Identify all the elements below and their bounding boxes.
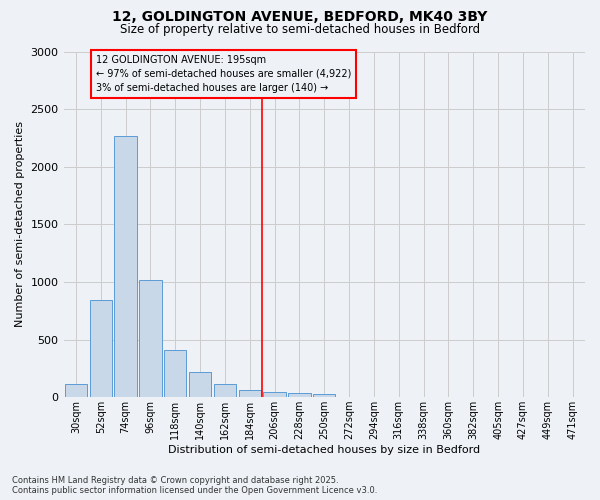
Bar [139, 280, 161, 397]
Text: Size of property relative to semi-detached houses in Bedford: Size of property relative to semi-detach… [120, 22, 480, 36]
Y-axis label: Number of semi-detached properties: Number of semi-detached properties [15, 122, 25, 328]
X-axis label: Distribution of semi-detached houses by size in Bedford: Distribution of semi-detached houses by … [168, 445, 481, 455]
Bar [189, 372, 211, 397]
Bar [239, 390, 261, 397]
Text: Contains HM Land Registry data © Crown copyright and database right 2025.
Contai: Contains HM Land Registry data © Crown c… [12, 476, 377, 495]
Bar [89, 300, 112, 397]
Bar [263, 392, 286, 397]
Bar [65, 384, 87, 397]
Bar [214, 384, 236, 397]
Bar [338, 396, 360, 397]
Bar [288, 393, 311, 397]
Bar [313, 394, 335, 397]
Text: 12 GOLDINGTON AVENUE: 195sqm
← 97% of semi-detached houses are smaller (4,922)
3: 12 GOLDINGTON AVENUE: 195sqm ← 97% of se… [96, 55, 351, 93]
Bar [115, 136, 137, 397]
Text: 12, GOLDINGTON AVENUE, BEDFORD, MK40 3BY: 12, GOLDINGTON AVENUE, BEDFORD, MK40 3BY [112, 10, 488, 24]
Bar [164, 350, 187, 397]
